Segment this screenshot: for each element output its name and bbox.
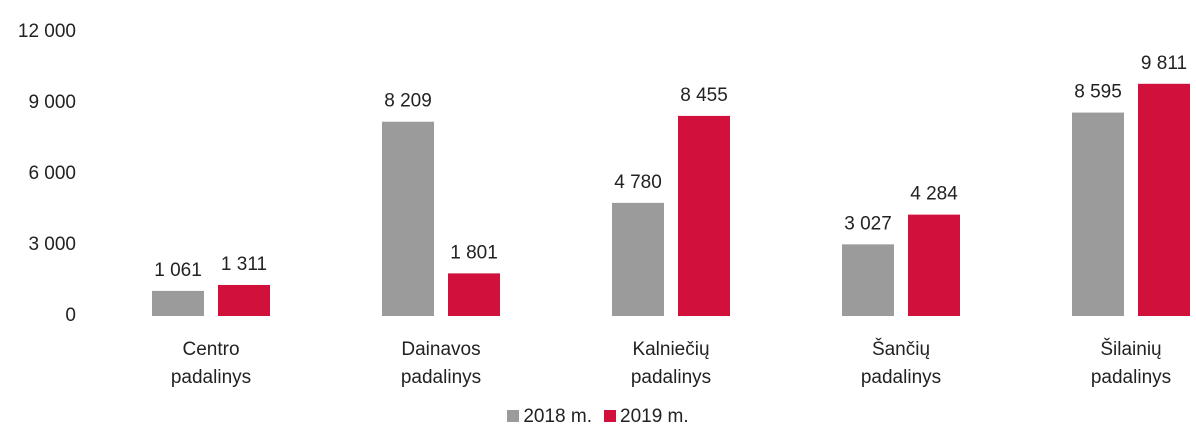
y-tick-label: 3 000: [28, 234, 76, 255]
y-tick-label: 12 000: [18, 21, 76, 42]
legend-label: 2019 m.: [620, 406, 689, 427]
data-label: 4 284: [910, 184, 958, 205]
bar: [218, 284, 270, 316]
data-label: 9 811: [1141, 53, 1187, 74]
legend-item: 2019 m.: [604, 406, 689, 427]
x-tick-label: Centro padalinys: [170, 339, 252, 388]
legend-item: 2018 m.: [507, 406, 592, 427]
legend-label: 2018 m.: [523, 406, 592, 427]
legend: 2018 m. 2019 m.: [0, 406, 1196, 428]
bar: [908, 214, 960, 316]
data-label: 8 595: [1074, 82, 1122, 103]
bar: [678, 115, 730, 316]
y-tick-label: 9 000: [28, 92, 76, 113]
y-tick-label: 0: [65, 305, 76, 326]
bar: [448, 273, 500, 316]
data-label: 4 780: [614, 172, 662, 193]
data-label: 8 455: [680, 85, 728, 106]
bar: [1138, 83, 1190, 316]
bar: [1072, 112, 1124, 317]
legend-swatch: [604, 410, 616, 422]
x-tick-label: Dainavos padalinys: [400, 339, 482, 388]
bar: [152, 290, 204, 316]
data-label: 1 311: [221, 254, 267, 275]
bar: [612, 202, 664, 316]
y-tick-label: 6 000: [28, 163, 76, 184]
data-label: 1 061: [154, 260, 202, 281]
legend-swatch: [507, 410, 520, 422]
bar: [382, 121, 434, 316]
data-label: 3 027: [844, 213, 892, 234]
x-tick-label: Šilainių padalinys: [1090, 339, 1172, 388]
x-tick-label: Kalniečių padalinys: [630, 339, 712, 388]
data-label: 1 801: [450, 242, 498, 263]
data-label: 8 209: [384, 91, 432, 112]
bar: [842, 244, 894, 316]
x-tick-label: Šančių padalinys: [860, 339, 942, 388]
